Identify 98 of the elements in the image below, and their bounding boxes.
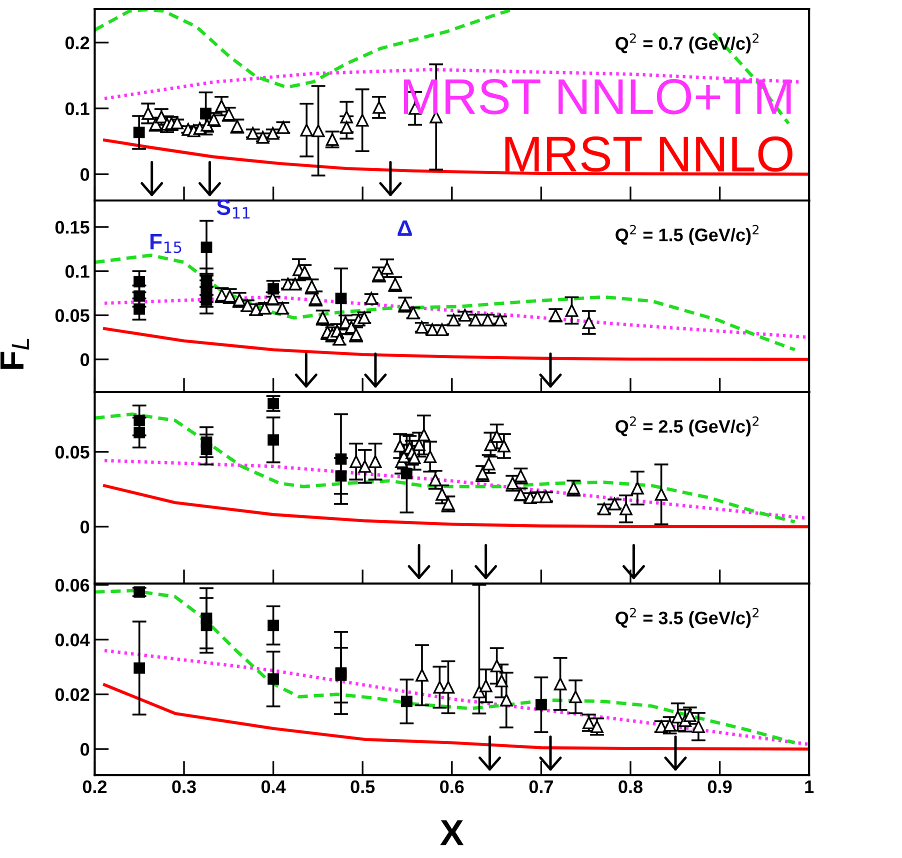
point [631, 482, 644, 494]
series-label: MRST NNLO [505, 136, 792, 172]
x-tick-label: 0.9 [708, 780, 732, 794]
y-tick-label: 0.1 [65, 265, 90, 278]
point [134, 662, 146, 674]
point [300, 124, 314, 136]
point [134, 414, 146, 426]
y-tick-label: 0 [80, 520, 90, 534]
point [554, 678, 567, 690]
x-tick-label: 1 [805, 780, 814, 793]
point [498, 440, 510, 452]
point [133, 126, 145, 138]
annotation: S$_{11}$ [216, 199, 250, 219]
point [356, 114, 369, 127]
x-tick-label: 0.3 [172, 780, 196, 794]
y-axis-title: F$_{L}$ [0, 338, 29, 369]
x-tick-label: 0.4 [261, 780, 286, 794]
x-tick-label: 0.8 [618, 780, 642, 794]
annotation: F$_{15}$ [150, 234, 182, 254]
point [268, 434, 279, 446]
point [394, 440, 406, 452]
point [200, 620, 212, 632]
point [671, 710, 684, 724]
point [401, 468, 412, 480]
point [442, 680, 455, 694]
point [134, 426, 146, 438]
point [582, 316, 596, 329]
annotation: Q$^{2}$ = 3.5 (GeV/c)$^{2}$ [616, 608, 758, 628]
point [200, 108, 212, 120]
point [312, 124, 325, 138]
point [424, 450, 437, 464]
point [480, 679, 492, 692]
point [268, 283, 279, 294]
point [436, 488, 448, 501]
line-series [94, 412, 796, 524]
point [416, 668, 428, 682]
point [401, 696, 412, 708]
annotation: Q$^{2}$ = 1.5 (GeV/c)$^{2}$ [616, 224, 758, 245]
annotation: Δ [398, 220, 412, 236]
point [531, 490, 544, 504]
point [482, 458, 496, 470]
annotation: Q$^{2}$ = 0.7 (GeV/c)$^{2}$ [616, 33, 758, 54]
point [350, 455, 362, 468]
point [654, 488, 668, 501]
point [380, 262, 394, 275]
point [134, 303, 145, 315]
point [134, 276, 145, 288]
point [565, 304, 578, 317]
line-series [102, 648, 810, 746]
x-axis-title: X [440, 820, 464, 846]
point [536, 699, 547, 710]
point [490, 430, 504, 443]
point [620, 502, 632, 516]
line-series [103, 327, 810, 361]
point [500, 694, 513, 706]
line-series [94, 588, 796, 744]
line-series [103, 683, 810, 751]
x-tick-label: 0.6 [440, 780, 464, 794]
point [692, 720, 705, 733]
point [372, 101, 386, 114]
point [335, 292, 347, 304]
x-tick-label: 0.5 [350, 780, 375, 794]
y-tick-label: 0.04 [55, 634, 90, 646]
point [490, 659, 504, 672]
point [569, 690, 582, 704]
point [268, 673, 279, 685]
point [590, 720, 604, 733]
x-tick-label: 0.7 [529, 780, 553, 794]
point [484, 438, 498, 452]
point [340, 110, 354, 124]
point [200, 242, 212, 253]
y-tick-label: 0.2 [65, 36, 90, 50]
point [428, 473, 442, 486]
annotation: Q$^{2}$ = 2.5 (GeV/c)$^{2}$ [616, 416, 758, 436]
point [358, 460, 372, 473]
point [472, 685, 486, 698]
line-series [103, 484, 810, 528]
point [408, 451, 421, 464]
point [335, 470, 347, 482]
line-series [94, 254, 796, 352]
y-tick-label: 0.06 [55, 578, 90, 592]
point [142, 107, 154, 120]
point [215, 100, 228, 112]
point [495, 674, 508, 688]
point [418, 428, 430, 442]
y-tick-label: 0 [80, 353, 90, 366]
point [368, 455, 382, 468]
point [134, 290, 145, 302]
y-tick-label: 0.05 [55, 446, 90, 459]
point [200, 444, 212, 456]
y-tick-label: 0.15 [55, 220, 90, 234]
y-tick-label: 0.1 [65, 102, 90, 116]
point [335, 453, 347, 465]
y-tick-label: 0 [80, 742, 90, 756]
y-tick-label: 0 [80, 168, 90, 181]
point [268, 620, 279, 632]
y-tick-label: 0.05 [55, 309, 90, 322]
y-tick-label: 0.02 [55, 688, 90, 702]
